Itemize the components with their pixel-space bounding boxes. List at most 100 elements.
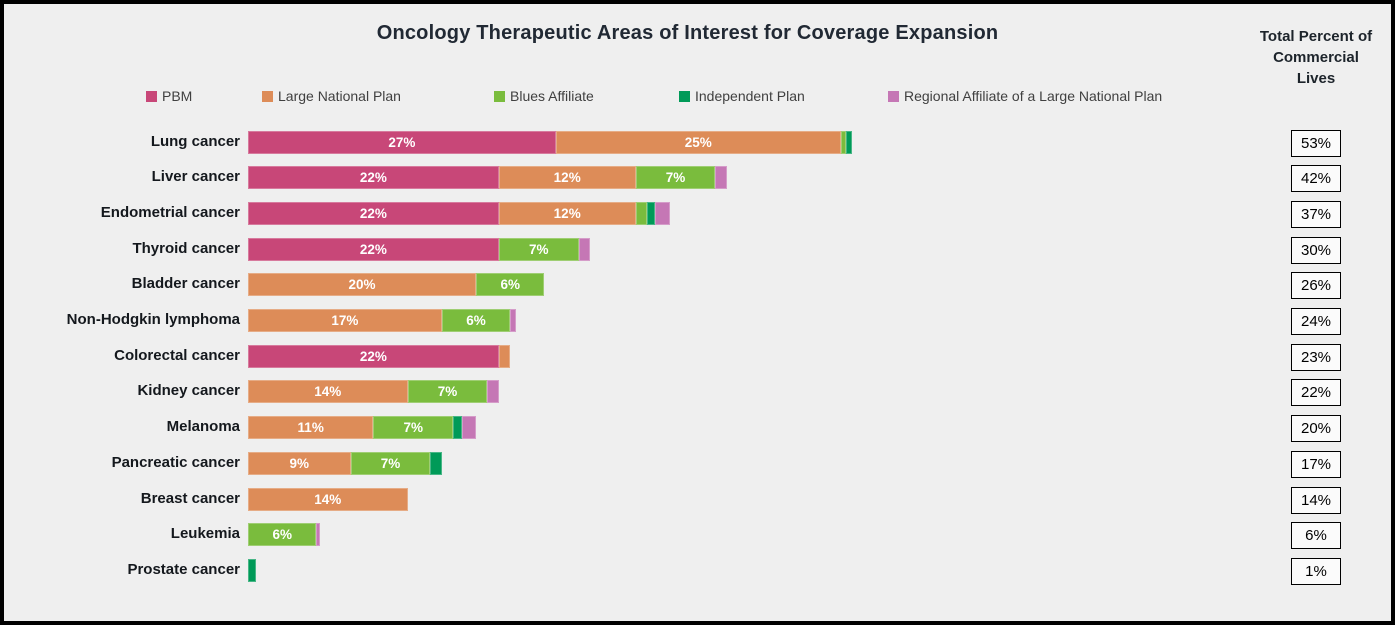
stacked-bar-lung-cancer: 27% 25%	[248, 131, 853, 154]
stacked-bar-kidney-cancer: 14% 7%	[248, 380, 499, 403]
segment-value-label: 17%	[331, 313, 359, 328]
stacked-bar-colorectal-cancer: 22%	[248, 345, 511, 368]
category-label-thyroid-cancer: Thyroid cancer	[132, 240, 240, 257]
stacked-bar-leukemia: 6%	[248, 523, 320, 546]
segment-value-label: 22%	[359, 349, 387, 364]
bar-segment-pbm: 27%	[248, 131, 556, 154]
legend-item-blues-affiliate: Blues Affiliate	[494, 88, 594, 104]
segment-value-label: 20%	[348, 277, 376, 292]
legend-swatch	[146, 90, 157, 102]
bar-segment-independent-plan	[430, 452, 442, 475]
bar-segment-blues-affiliate: 7%	[498, 238, 579, 261]
stacked-bar-prostate-cancer	[248, 559, 256, 582]
bar-segment-pbm: 22%	[248, 345, 499, 368]
bar-segment-large-national-plan: 14%	[248, 488, 408, 511]
category-label-liver-cancer: Liver cancer	[151, 168, 240, 185]
chart-title: Oncology Therapeutic Areas of Interest f…	[376, 22, 999, 44]
bar-segment-independent-plan	[846, 131, 853, 154]
bar-segment-pbm: 22%	[248, 166, 499, 189]
bar-segment-regional-affiliate-of-a-large-national-plan	[462, 416, 476, 439]
total-percent-box-liver-cancer: 42%	[1291, 165, 1341, 192]
segment-value-label: 7%	[380, 456, 401, 471]
bar-segment-blues-affiliate	[635, 202, 647, 225]
bar-segment-large-national-plan: 11%	[248, 416, 374, 439]
bar-segment-pbm: 22%	[248, 238, 499, 261]
total-percent-box-non-hodgkin-lymphoma: 24%	[1291, 308, 1341, 335]
category-label-leukemia: Leukemia	[170, 525, 240, 542]
category-label-non-hodgkin-lymphoma: Non-Hodgkin lymphoma	[66, 311, 240, 328]
segment-value-label: 22%	[359, 242, 387, 257]
category-label-prostate-cancer: Prostate cancer	[127, 561, 240, 578]
total-percent-box-thyroid-cancer: 30%	[1291, 237, 1341, 264]
bar-segment-large-national-plan: 17%	[248, 309, 442, 332]
stacked-bar-thyroid-cancer: 22% 7%	[248, 238, 590, 261]
bar-segment-blues-affiliate: 6%	[476, 273, 545, 296]
bar-segment-blues-affiliate: 6%	[441, 309, 511, 332]
bar-segment-independent-plan	[646, 202, 655, 225]
category-label-endometrial-cancer: Endometrial cancer	[100, 204, 240, 221]
stacked-bar-breast-cancer: 14%	[248, 488, 408, 511]
category-label-lung-cancer: Lung cancer	[150, 133, 240, 150]
legend-label: Blues Affiliate	[510, 88, 594, 104]
bar-segment-regional-affiliate-of-a-large-national-plan	[715, 166, 727, 189]
bar-segment-blues-affiliate: 7%	[350, 452, 431, 475]
total-percent-box-leukemia: 6%	[1291, 522, 1341, 549]
segment-value-label: 9%	[289, 456, 310, 471]
total-percent-box-endometrial-cancer: 37%	[1291, 201, 1341, 228]
bar-segment-regional-affiliate-of-a-large-national-plan	[578, 238, 590, 261]
bar-segment-regional-affiliate-of-a-large-national-plan	[316, 523, 320, 546]
bar-segment-large-national-plan	[498, 345, 511, 368]
segment-value-label: 7%	[665, 170, 686, 185]
legend-label: Large National Plan	[278, 88, 401, 104]
bar-segment-regional-affiliate-of-a-large-national-plan	[654, 202, 670, 225]
stacked-bar-bladder-cancer: 20% 6%	[248, 273, 545, 296]
category-label-melanoma: Melanoma	[166, 418, 240, 435]
category-label-breast-cancer: Breast cancer	[140, 490, 240, 507]
segment-value-label: 7%	[528, 242, 549, 257]
segment-value-label: 6%	[272, 527, 292, 542]
legend-item-large-national-plan: Large National Plan	[262, 88, 401, 104]
category-label-kidney-cancer: Kidney cancer	[137, 382, 240, 399]
legend-item-pbm: PBM	[146, 88, 192, 104]
legend: PBM Large National Plan Blues Affiliate Ind…	[4, 88, 1391, 108]
bar-segment-regional-affiliate-of-a-large-national-plan	[487, 380, 499, 403]
totals-column-header: Total Percent of Commercial Lives	[1259, 28, 1373, 87]
bar-segment-regional-affiliate-of-a-large-national-plan	[510, 309, 516, 332]
segment-value-label: 6%	[466, 313, 486, 328]
category-label-pancreatic-cancer: Pancreatic cancer	[111, 454, 240, 471]
bar-segment-large-national-plan: 25%	[555, 131, 841, 154]
bar-segment-large-national-plan: 9%	[248, 452, 351, 475]
stacked-bar-melanoma: 11% 7%	[248, 416, 476, 439]
segment-value-label: 14%	[314, 492, 342, 507]
legend-item-independent-plan: Independent Plan	[679, 88, 805, 104]
total-percent-box-lung-cancer: 53%	[1291, 130, 1341, 157]
segment-value-label: 7%	[437, 384, 458, 399]
segment-value-label: 14%	[314, 384, 342, 399]
segment-value-label: 6%	[500, 277, 520, 292]
legend-label: PBM	[162, 88, 193, 104]
category-label-colorectal-cancer: Colorectal cancer	[114, 347, 240, 364]
stacked-bar-pancreatic-cancer: 9% 7%	[248, 452, 442, 475]
legend-label: Independent Plan	[695, 88, 805, 104]
bar-segment-large-national-plan: 12%	[498, 166, 636, 189]
segment-value-label: 11%	[297, 420, 324, 435]
stacked-bar-endometrial-cancer: 22% 12%	[248, 202, 670, 225]
bar-segment-independent-plan	[248, 559, 256, 582]
legend-item-regional-affiliate-of-a-large-national-plan: Regional Affiliate of a Large National P…	[888, 88, 1162, 104]
bar-segment-blues-affiliate: 7%	[407, 380, 488, 403]
total-percent-box-kidney-cancer: 22%	[1291, 379, 1341, 406]
bar-segment-large-national-plan: 20%	[248, 273, 476, 296]
segment-value-label: 12%	[553, 206, 581, 221]
legend-swatch	[494, 90, 505, 102]
bar-segment-large-national-plan: 12%	[498, 202, 636, 225]
legend-swatch	[262, 90, 273, 102]
total-percent-box-bladder-cancer: 26%	[1291, 272, 1341, 299]
total-percent-box-pancreatic-cancer: 17%	[1291, 451, 1341, 478]
total-percent-box-colorectal-cancer: 23%	[1291, 344, 1341, 371]
bar-segment-blues-affiliate: 7%	[635, 166, 716, 189]
bar-segment-blues-affiliate: 7%	[373, 416, 454, 439]
bar-segment-blues-affiliate: 6%	[248, 523, 317, 546]
stacked-bar-non-hodgkin-lymphoma: 17% 6%	[248, 309, 516, 332]
segment-value-label: 25%	[684, 135, 712, 150]
